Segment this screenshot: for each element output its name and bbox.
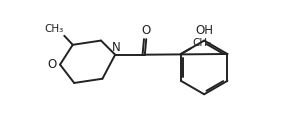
Text: OH: OH bbox=[195, 24, 213, 37]
Text: N: N bbox=[112, 41, 121, 54]
Text: O: O bbox=[47, 58, 57, 71]
Text: CH₃: CH₃ bbox=[44, 24, 63, 34]
Text: O: O bbox=[142, 24, 151, 37]
Text: CH₃: CH₃ bbox=[192, 38, 211, 48]
